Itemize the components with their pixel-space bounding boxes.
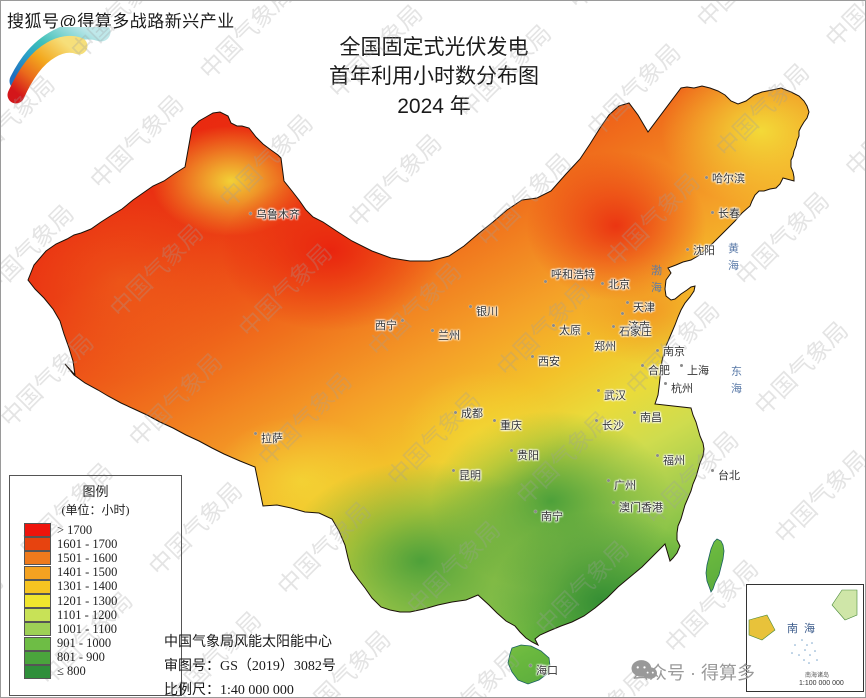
svg-text:南海诸岛: 南海诸岛 bbox=[805, 671, 829, 679]
svg-text:1:100 000 000: 1:100 000 000 bbox=[799, 680, 844, 687]
svg-text:南海: 南海 bbox=[787, 621, 821, 635]
